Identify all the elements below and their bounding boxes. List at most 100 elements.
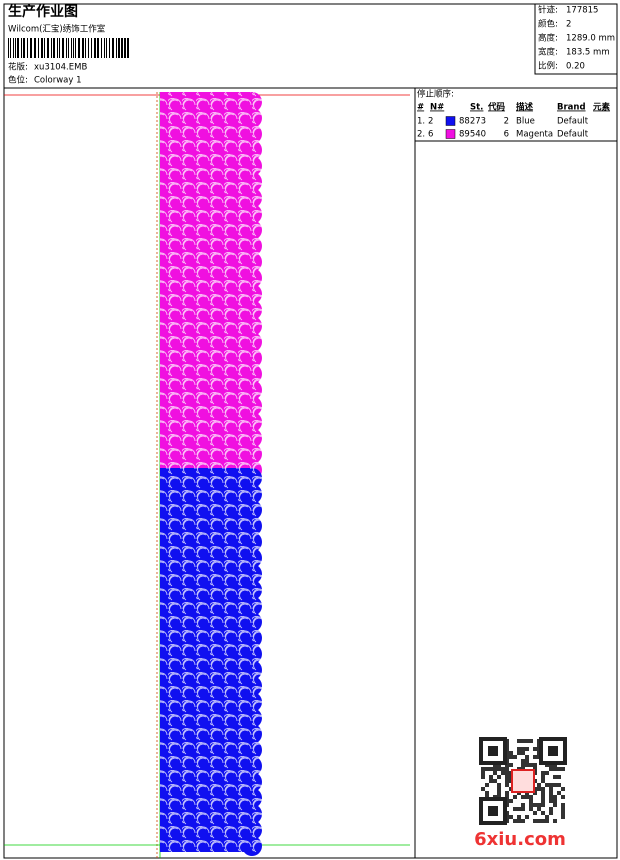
qr-cell	[505, 771, 509, 775]
qr-cell	[545, 819, 549, 823]
qr-cell	[485, 791, 489, 795]
qr-cell	[549, 767, 553, 771]
qr-cell	[533, 803, 537, 807]
bar	[51, 38, 52, 58]
qr-cell	[517, 739, 521, 743]
qr-cell	[533, 763, 537, 767]
row-stop: 2	[428, 117, 433, 127]
bar	[127, 38, 129, 58]
qr-cell	[549, 807, 553, 811]
row-index: 1.	[417, 117, 425, 127]
qr-cell	[541, 779, 545, 783]
qr-cell	[541, 771, 545, 775]
studio: Wilcom(汇宝)绣饰工作室	[8, 24, 106, 35]
qr-cell	[525, 739, 529, 743]
qr-cell	[493, 767, 497, 771]
qr-cell	[553, 783, 557, 787]
qr-cell	[549, 783, 553, 787]
qr-cell	[529, 799, 533, 803]
qr-cell	[497, 775, 501, 779]
qr-cell	[505, 791, 509, 795]
page-border	[3, 3, 618, 859]
qr-cell	[533, 747, 537, 751]
bar	[118, 38, 120, 58]
qr-cell	[557, 767, 561, 771]
stitch-texture	[160, 468, 262, 852]
qr-cell	[529, 807, 533, 811]
column-header: St.	[470, 103, 483, 113]
bar	[97, 38, 99, 58]
qr-cell	[521, 819, 525, 823]
qr-cell	[541, 775, 545, 779]
qr-cell	[521, 803, 525, 807]
qr-cell	[517, 819, 521, 823]
bar	[104, 38, 105, 58]
qr-cell	[553, 767, 557, 771]
qr-cell	[489, 767, 493, 771]
column-header: 描述	[516, 102, 534, 113]
qr-cell	[561, 811, 565, 815]
qr-cell	[513, 819, 517, 823]
qr-cell	[521, 807, 525, 811]
info-label: 比例:	[538, 61, 558, 72]
qr-cell	[489, 779, 493, 783]
bar	[94, 38, 96, 58]
bar	[21, 38, 22, 58]
qr-cell	[549, 799, 553, 803]
qr-cell	[509, 815, 513, 819]
info-label: 针迹:	[538, 5, 558, 16]
info-value: 183.5 mm	[566, 48, 610, 58]
qr-cell	[505, 779, 509, 783]
row-code: 88273	[459, 117, 486, 127]
qr-cell	[513, 795, 517, 799]
info-value: 0.20	[566, 62, 585, 72]
qr-cell	[541, 803, 545, 807]
bar	[13, 38, 14, 58]
bar	[53, 38, 55, 58]
qr-stamp	[511, 769, 535, 793]
qr-cell	[497, 783, 501, 787]
qr-cell	[513, 755, 517, 759]
qr-cell	[509, 751, 513, 755]
bar	[112, 38, 114, 58]
row-description: Magenta	[516, 130, 553, 140]
qr-cell	[521, 739, 525, 743]
info-value: 2	[566, 20, 571, 30]
qr-code	[479, 737, 567, 825]
bar	[75, 38, 76, 58]
qr-cell	[541, 795, 545, 799]
row-code-no: 6	[504, 130, 509, 140]
watermark: 6xiu.com	[474, 829, 566, 850]
column-header: 元素	[593, 102, 611, 113]
qr-cell	[561, 767, 565, 771]
info-label: 宽度:	[538, 47, 558, 58]
table-title: 停止顺序:	[417, 89, 454, 100]
bar	[116, 38, 117, 58]
qr-cell	[481, 771, 485, 775]
qr-cell	[485, 783, 489, 787]
qr-cell	[533, 819, 537, 823]
qr-cell	[541, 819, 545, 823]
qr-cell	[517, 815, 521, 819]
row-brand: Default	[557, 117, 589, 127]
design-file: xu3104.EMB	[34, 63, 87, 73]
qr-cell	[553, 795, 557, 799]
bar	[34, 38, 36, 58]
qr-cell	[501, 771, 505, 775]
qr-cell	[525, 763, 529, 767]
qr-cell	[529, 763, 533, 767]
qr-finder	[479, 737, 507, 765]
bar	[82, 38, 84, 58]
bar	[38, 38, 39, 58]
qr-cell	[537, 819, 541, 823]
qr-cell	[557, 775, 561, 779]
qr-cell	[525, 795, 529, 799]
qr-cell	[525, 815, 529, 819]
qr-cell	[505, 783, 509, 787]
qr-cell	[553, 819, 557, 823]
bar	[15, 38, 16, 58]
qr-cell	[501, 767, 505, 771]
qr-cell	[513, 807, 517, 811]
qr-cell	[521, 763, 525, 767]
qr-cell	[541, 799, 545, 803]
